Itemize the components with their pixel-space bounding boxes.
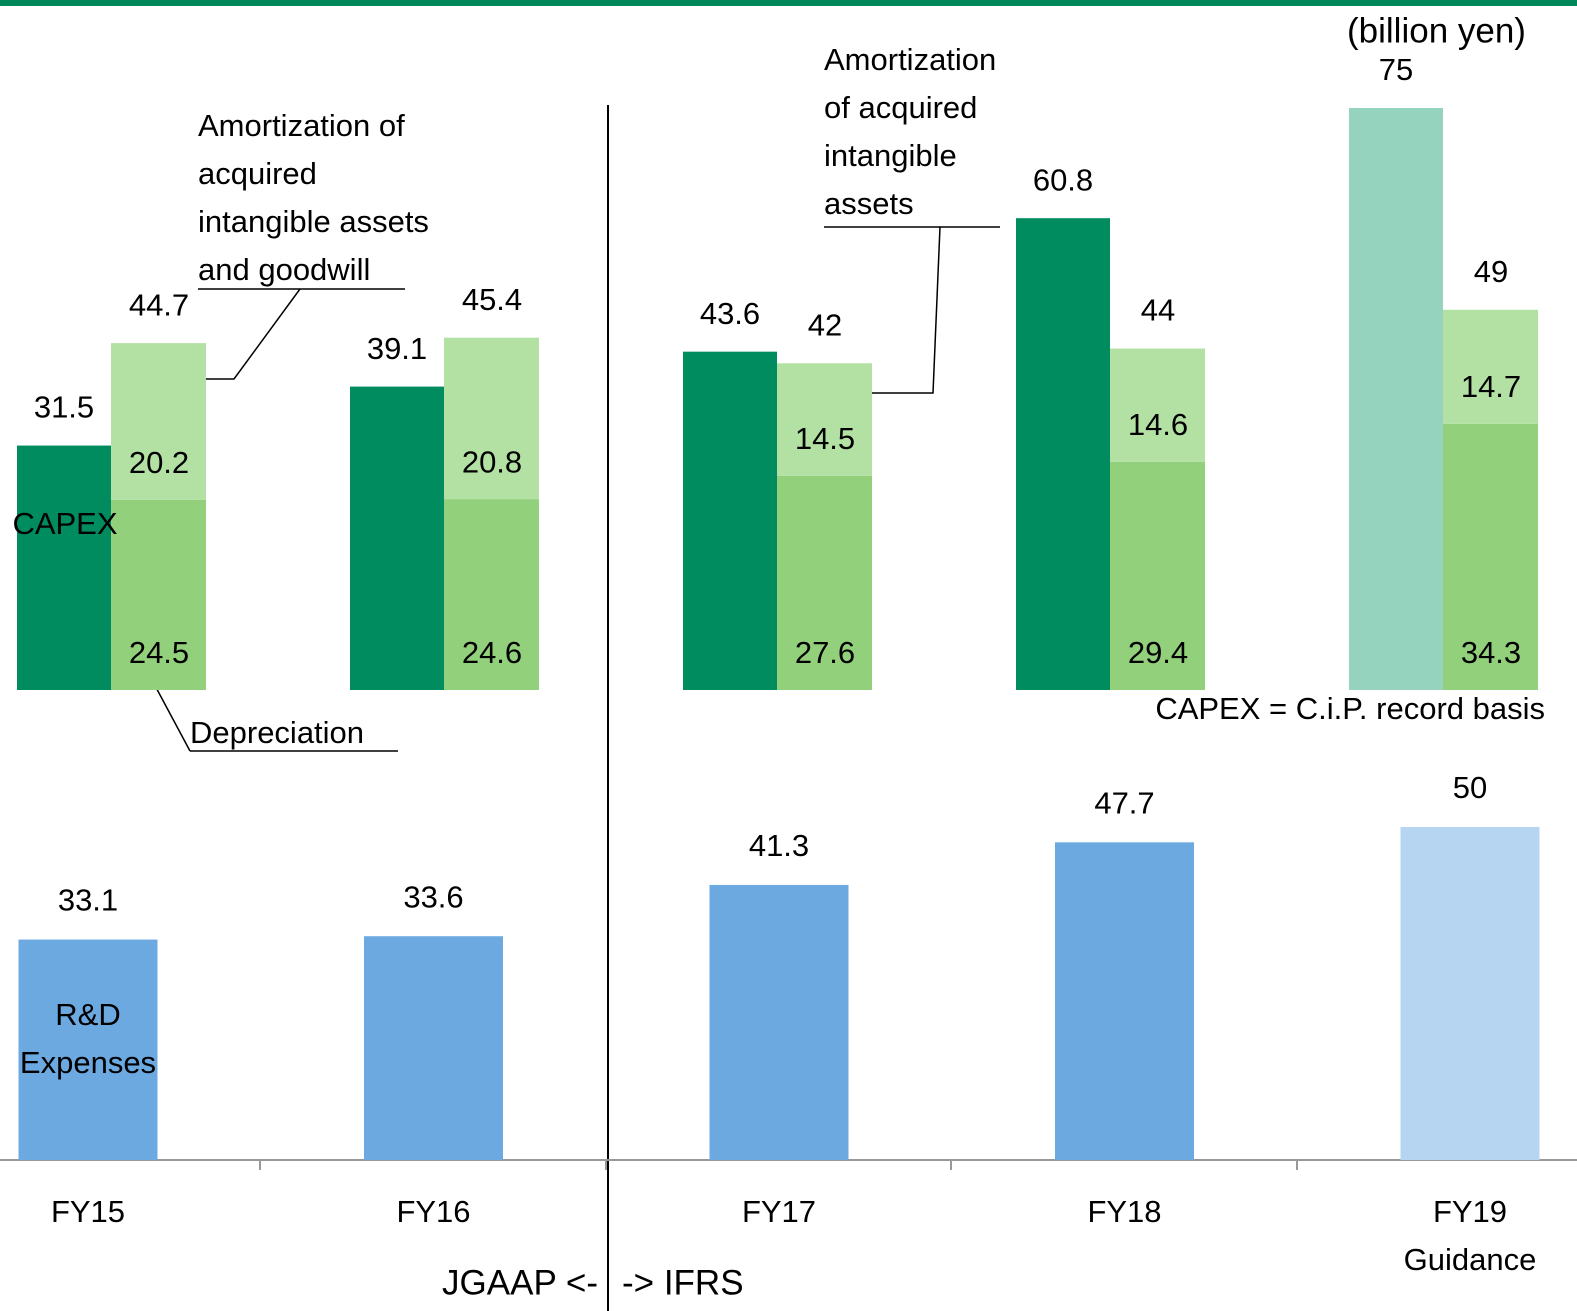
annotation: intangible assets bbox=[198, 204, 429, 239]
capex-bar bbox=[17, 445, 111, 690]
rd-label: 41.3 bbox=[749, 828, 809, 863]
rd-label: 50 bbox=[1453, 770, 1487, 805]
total-label: 44 bbox=[1141, 293, 1175, 328]
total-label: 42 bbox=[808, 307, 842, 342]
annotation: and goodwill bbox=[198, 252, 370, 287]
annotation: of acquired bbox=[824, 90, 977, 125]
total-label: 49 bbox=[1474, 254, 1508, 289]
amortization-label: 20.8 bbox=[462, 444, 522, 479]
rd-bar bbox=[709, 884, 849, 1160]
capex-bar bbox=[683, 351, 777, 690]
annotation: assets bbox=[824, 186, 914, 221]
x-tick-label: FY17 bbox=[741, 1194, 817, 1229]
capex-bar bbox=[350, 386, 444, 690]
x-tick-label: FY16 bbox=[396, 1194, 471, 1229]
capex-label: 75 bbox=[1379, 52, 1413, 87]
depreciation-bar bbox=[111, 499, 206, 690]
total-label: 44.7 bbox=[129, 287, 189, 322]
depreciation-bar bbox=[1443, 423, 1538, 690]
capex-label: 31.5 bbox=[34, 390, 94, 425]
note: CAPEX = C.i.P. record basis bbox=[1155, 691, 1545, 726]
rd-bar bbox=[1055, 842, 1194, 1160]
series-name: CAPEX bbox=[12, 506, 117, 541]
amortization-bar bbox=[1110, 348, 1205, 462]
amortization-bar bbox=[777, 363, 872, 476]
depreciation-label: 29.4 bbox=[1128, 635, 1188, 670]
depreciation-label: 34.3 bbox=[1461, 635, 1521, 670]
amortization-bar bbox=[1443, 309, 1538, 424]
capex-label: 43.6 bbox=[700, 296, 760, 331]
rd-label: 33.6 bbox=[403, 879, 463, 914]
capex-bar bbox=[1016, 218, 1110, 690]
divider-label: -> IFRS bbox=[622, 1263, 744, 1302]
annotation: Amortization bbox=[824, 42, 996, 77]
depreciation-bar bbox=[777, 475, 872, 690]
amortization-label: 14.5 bbox=[795, 421, 855, 456]
amortization-label: 20.2 bbox=[129, 445, 189, 480]
depreciation-label: 24.5 bbox=[129, 635, 189, 670]
rd-bar bbox=[1400, 827, 1540, 1160]
series-name: Expenses bbox=[20, 1045, 156, 1080]
depreciation-bar bbox=[444, 499, 539, 690]
capex-label: 60.8 bbox=[1033, 162, 1093, 197]
leader-lines bbox=[151, 226, 1000, 752]
rd-label: 47.7 bbox=[1094, 786, 1154, 821]
annotation: intangible bbox=[824, 138, 957, 173]
amortization-label: 14.6 bbox=[1128, 407, 1188, 442]
capex-label: 39.1 bbox=[367, 331, 427, 366]
unit-label: (billion yen) bbox=[1347, 11, 1526, 50]
capex-bar bbox=[1349, 108, 1443, 690]
rd-bar bbox=[18, 939, 158, 1160]
depreciation-label: 24.6 bbox=[462, 635, 522, 670]
rd-label: 33.1 bbox=[58, 883, 118, 918]
amortization-label: 14.7 bbox=[1461, 369, 1521, 404]
divider-label: JGAAP <- bbox=[442, 1263, 598, 1302]
amortization-bar bbox=[111, 343, 206, 500]
x-tick-label: FY19 Guidance bbox=[1403, 1194, 1537, 1277]
series-name: R&D bbox=[55, 997, 120, 1032]
series-name: Depreciation bbox=[190, 715, 364, 750]
axis-ticks bbox=[259, 1160, 1298, 1170]
amortization-bar bbox=[444, 337, 539, 500]
depreciation-label: 27.6 bbox=[795, 635, 855, 670]
total-label: 45.4 bbox=[462, 282, 522, 317]
x-tick-label: FY18 bbox=[1087, 1194, 1162, 1229]
x-tick-label: FY15 bbox=[50, 1194, 126, 1229]
annotation: acquired bbox=[198, 156, 317, 191]
header-rule bbox=[0, 0, 1577, 6]
depreciation-bar bbox=[1110, 461, 1205, 690]
annotation: Amortization of bbox=[198, 108, 405, 143]
rd-bar bbox=[364, 936, 503, 1160]
